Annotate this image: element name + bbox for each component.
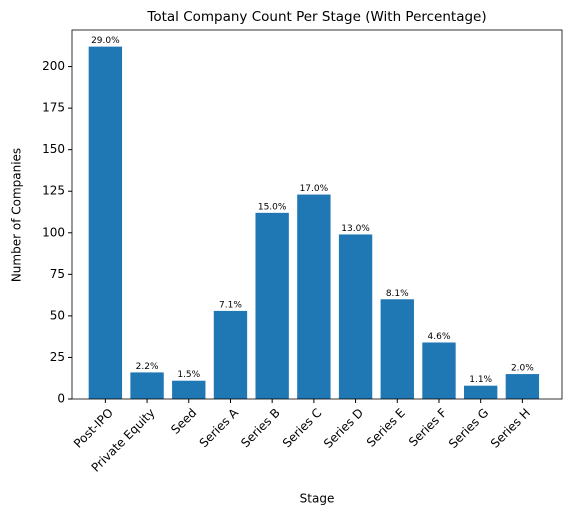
y-tick-label: 200 (42, 59, 65, 73)
bar-label: 1.5% (177, 370, 200, 380)
bar (422, 342, 456, 399)
bar (297, 194, 331, 399)
bar-label: 1.1% (469, 375, 492, 385)
bar-label: 7.1% (219, 300, 242, 310)
y-tick-label: 150 (42, 142, 65, 156)
plot-frame (71, 29, 563, 400)
bar-label: 29.0% (91, 36, 120, 46)
x-tick-label: Series F (406, 406, 450, 450)
bar-label: 13.0% (341, 224, 370, 234)
x-tick-label: Series D (321, 406, 366, 451)
y-tick-label: 25 (50, 350, 65, 364)
x-tick-label: Seed (168, 406, 199, 437)
y-tick-label: 175 (42, 101, 65, 115)
x-tick-label: Series A (197, 405, 242, 450)
y-tick-label: 125 (42, 184, 65, 198)
bar-label: 8.1% (386, 289, 409, 299)
y-axis-label: Number of Companies (10, 148, 24, 282)
bar (338, 234, 373, 399)
bar (255, 212, 289, 399)
x-tick-label: Series E (364, 406, 408, 450)
chart-title: Total Company Count Per Stage (With Perc… (146, 9, 486, 25)
x-tick-label: Series B (238, 406, 283, 451)
bar-label: 2.2% (136, 362, 159, 372)
bar-label: 4.6% (428, 332, 451, 342)
x-tick-label: Series C (280, 406, 325, 451)
bar (88, 46, 123, 400)
bar (213, 310, 248, 399)
bar-label: 15.0% (258, 202, 287, 212)
bar (464, 385, 498, 399)
bar (172, 380, 206, 399)
bar (505, 374, 540, 399)
y-tick-label: 100 (42, 225, 65, 239)
y-tick-label: 50 (50, 308, 65, 322)
bar (130, 372, 164, 399)
x-axis-label: Stage (300, 492, 335, 506)
y-tick-label: 75 (50, 267, 65, 281)
bar-label: 17.0% (300, 184, 329, 194)
x-tick-label: Series G (446, 406, 491, 451)
x-tick-label: Series H (488, 406, 533, 451)
y-tick-label: 0 (57, 392, 65, 406)
bar (380, 299, 414, 399)
bar-label: 2.0% (511, 364, 534, 374)
